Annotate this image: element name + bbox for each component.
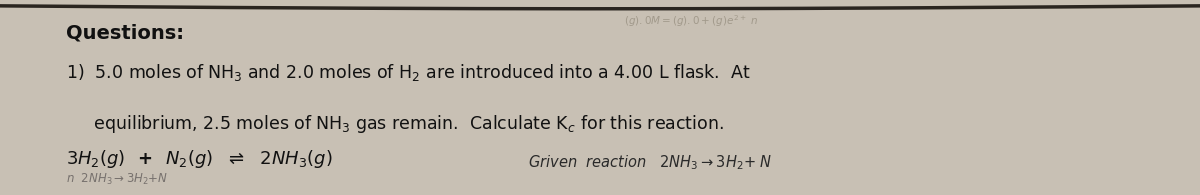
Text: 1)  5.0 moles of NH$_3$ and 2.0 moles of H$_2$ are introduced into a 4.00 L flas: 1) 5.0 moles of NH$_3$ and 2.0 moles of … <box>66 62 751 83</box>
Text: Questions:: Questions: <box>66 23 184 42</box>
Text: $(g).0M = (g).0 + (g)\mathit{e}^{2+}$ n: $(g).0M = (g).0 + (g)\mathit{e}^{2+}$ n <box>624 14 758 29</box>
Text: $\mathit{n}$  $\mathit{2NH_3}$$\mathit{\rightarrow}$$\mathit{3H_2}$$\mathit{+N}$: $\mathit{n}$ $\mathit{2NH_3}$$\mathit{\r… <box>66 172 168 187</box>
Text: equilibrium, 2.5 moles of NH$_3$ gas remain.  Calculate K$_c$ for this reaction.: equilibrium, 2.5 moles of NH$_3$ gas rem… <box>66 113 724 135</box>
Text: $\mathit{Gr}$iven  $\mathit{reaction}$   $\mathit{2NH_3}$$\mathit{\rightarrow}$$: $\mathit{Gr}$iven $\mathit{reaction}$ $\… <box>528 153 773 172</box>
Text: $3H_2(g)$  +  $N_2(g)$  $\rightleftharpoons$  $2NH_3(g)$: $3H_2(g)$ + $N_2(g)$ $\rightleftharpoons… <box>66 148 332 170</box>
